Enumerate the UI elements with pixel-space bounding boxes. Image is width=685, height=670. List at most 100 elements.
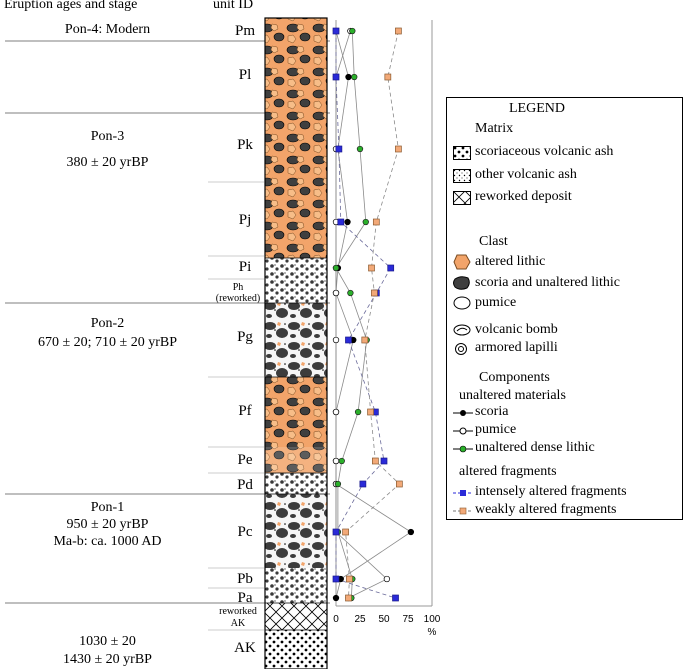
- data-point-weakly-altered-fragments: [395, 27, 402, 35]
- data-point-intensely-altered-fragments: [345, 336, 352, 344]
- altered-lithic-icon: [453, 254, 471, 270]
- legend-matrix-item: other volcanic ash: [475, 167, 577, 182]
- data-point-weakly-altered-fragments: [395, 145, 402, 153]
- data-point-weakly-altered-fragments: [345, 594, 352, 602]
- data-point-intensely-altered-fragments: [380, 457, 388, 465]
- data-point-intensely-altered-fragments: [387, 264, 395, 272]
- legend-misc-item: volcanic bomb: [475, 322, 558, 337]
- data-point-intensely-altered-fragments: [332, 73, 340, 81]
- unit-pi: Pi: [238, 259, 252, 275]
- weakly-altered-marker-icon: [453, 507, 473, 515]
- data-point-weakly-altered-fragments: [346, 575, 353, 583]
- data-point-pumice: [332, 336, 340, 344]
- stage-pon1-extra: Ma-b: ca. 1000 AD: [53, 534, 162, 549]
- stage-pon1: Pon-1: [90, 500, 125, 515]
- legend: LEGEND Matrix scoriaceous volcanic ash o…: [446, 97, 683, 520]
- data-point-pumice: [332, 289, 340, 297]
- unit-reworked: reworked: [219, 606, 257, 617]
- x-tick-label: 100: [424, 614, 441, 625]
- pumice-icon: [453, 296, 471, 310]
- data-point-intensely-altered-fragments: [335, 145, 343, 153]
- legend-matrix-item: reworked deposit: [475, 189, 572, 204]
- pumice-marker-icon: [453, 427, 473, 435]
- legend-unaltered-item: unaltered dense lithic: [475, 440, 595, 455]
- legend-title: LEGEND: [509, 101, 565, 116]
- header-stage: Eruption ages and stage: [4, 0, 138, 12]
- scoriaceous-ash-swatch: [453, 146, 471, 160]
- legend-unaltered-item: pumice: [475, 422, 517, 437]
- unit-pf: Pf: [238, 403, 252, 419]
- dense-lithic-marker-icon: [453, 445, 473, 453]
- data-point-scoria: [332, 594, 340, 602]
- data-point-weakly-altered-fragments: [367, 408, 374, 416]
- legend-matrix-title: Matrix: [475, 121, 514, 136]
- data-point-intensely-altered-fragments: [332, 575, 340, 583]
- unit-ak: AK: [234, 640, 256, 656]
- legend-components-title: Components: [479, 370, 550, 385]
- series-line-weakly-altered-fragments: [345, 30, 400, 599]
- header-unit-id: unit ID: [213, 0, 254, 12]
- data-point-weakly-altered-fragments: [396, 480, 403, 488]
- data-point-scoria: [344, 218, 351, 226]
- data-point-weakly-altered-fragments: [372, 457, 379, 465]
- legend-altered-item: intensely altered fragments: [475, 484, 627, 499]
- stage-pon2: Pon-2: [90, 316, 125, 331]
- chart-series-lines: [335, 30, 412, 599]
- unit-pl: Pl: [238, 67, 252, 83]
- data-point-weakly-altered-fragments: [361, 336, 369, 344]
- stage-ak-age1: 1030 ± 20: [79, 634, 136, 649]
- unit-ph-note: (reworked): [215, 293, 261, 304]
- data-point-scoria: [407, 528, 415, 536]
- series-line-intensely-altered-fragments: [335, 31, 396, 599]
- stage-pon2-age: 670 ± 20; 710 ± 20 yrBP: [37, 335, 178, 350]
- series-line-scoria: [335, 30, 412, 599]
- data-point-weakly-altered-fragments: [368, 264, 375, 272]
- x-axis: 0 25 50 75 100 %: [333, 614, 441, 638]
- stage-ak-age2: 1430 ± 20 yrBP: [63, 652, 152, 667]
- data-point-intensely-altered-fragments: [332, 528, 340, 536]
- x-axis-unit: %: [428, 627, 437, 638]
- intensely-altered-marker-icon: [453, 490, 473, 496]
- stage-pon3-age: 380 ± 20 yrBP: [66, 155, 149, 170]
- data-point-unaltered-dense-lithic: [347, 289, 354, 297]
- legend-unaltered-title: unaltered materials: [459, 388, 566, 403]
- legend-misc-item: armored lapilli: [475, 340, 558, 355]
- series-line-unaltered-dense-lithic: [335, 30, 368, 599]
- unit-pc: Pc: [237, 524, 253, 540]
- data-point-weakly-altered-fragments: [371, 289, 378, 297]
- data-point-unaltered-dense-lithic: [349, 27, 356, 35]
- legend-matrix-item: scoriaceous volcanic ash: [475, 144, 614, 159]
- legend-unaltered-item: scoria: [475, 404, 509, 419]
- data-point-scoria: [345, 73, 352, 81]
- unit-reworked-ak: AK: [230, 618, 246, 629]
- unit-pb: Pb: [237, 571, 253, 587]
- unit-dividers: [208, 181, 264, 631]
- unit-pg: Pg: [237, 329, 253, 345]
- chart-frame: [335, 20, 433, 607]
- data-point-unaltered-dense-lithic: [332, 264, 340, 272]
- data-point-unaltered-dense-lithic: [354, 408, 362, 416]
- armored-lapilli-icon: [455, 343, 467, 355]
- x-tick-label: 75: [402, 614, 414, 625]
- data-point-unaltered-dense-lithic: [356, 145, 364, 153]
- scoria-marker-icon: [453, 410, 473, 416]
- reworked-deposit-swatch: [453, 191, 471, 205]
- data-point-pumice: [332, 457, 340, 465]
- data-point-intensely-altered-fragments: [337, 218, 345, 226]
- stage-pon4: Pon-4: Modern: [64, 22, 151, 37]
- x-tick-label: 0: [333, 614, 339, 625]
- unit-ph: Ph: [232, 282, 244, 293]
- data-point-intensely-altered-fragments: [359, 480, 367, 488]
- data-point-intensely-altered-fragments: [392, 594, 399, 602]
- unit-pk: Pk: [237, 137, 253, 153]
- stratigraphic-column: [264, 17, 328, 669]
- data-point-weakly-altered-fragments: [342, 528, 349, 536]
- volcanic-bomb-icon: [453, 324, 471, 336]
- legend-clast-item: altered lithic: [475, 254, 546, 269]
- legend-clast-item: scoria and unaltered lithic: [475, 275, 620, 290]
- legend-altered-title: altered fragments: [459, 464, 557, 479]
- data-point-unaltered-dense-lithic: [351, 73, 358, 81]
- data-point-pumice: [332, 408, 340, 416]
- data-point-pumice: [383, 575, 391, 583]
